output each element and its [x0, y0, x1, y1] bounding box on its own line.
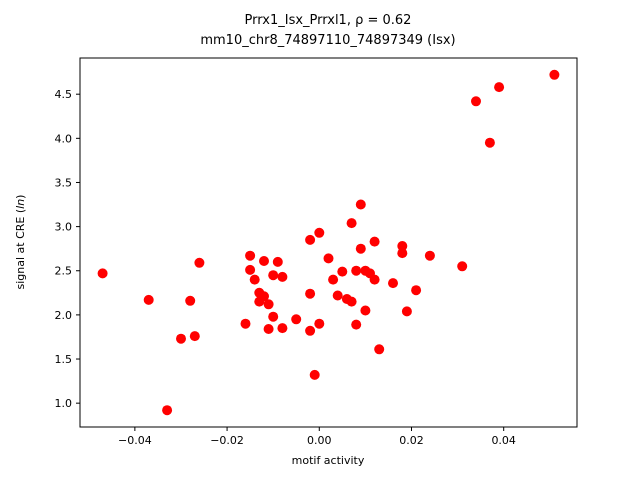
y-axis-label-italic: ln [14, 199, 27, 209]
data-point [360, 305, 371, 316]
y-axis-label-suffix: ) [14, 195, 27, 199]
chart-title-line2: mm10_chr8_74897110_74897349 (Isx) [200, 33, 455, 48]
data-point [346, 296, 357, 307]
data-point [355, 199, 366, 210]
data-point [484, 137, 495, 148]
data-point [369, 274, 380, 285]
data-point [337, 266, 348, 277]
y-tick-label: 4.0 [55, 132, 73, 145]
data-point [162, 405, 173, 416]
data-point [494, 82, 505, 93]
data-point [268, 311, 279, 322]
data-point [176, 333, 186, 344]
y-axis-label: signal at CRE (ln) [14, 195, 27, 290]
y-axis-label-prefix: signal at CRE ( [14, 209, 27, 290]
data-point [259, 256, 269, 266]
data-point [314, 227, 325, 238]
plot-border [79, 57, 578, 428]
data-point [249, 274, 260, 285]
data-point [457, 261, 468, 272]
data-point [355, 243, 366, 254]
data-point [291, 314, 302, 325]
x-axis-label: motif activity [292, 454, 365, 467]
data-point [259, 291, 269, 302]
data-point [351, 265, 362, 276]
data-point [189, 331, 200, 342]
data-point [263, 299, 274, 310]
plot-area: −0.04 −0.02 0.00 0.02 0.04 1.0 1.5 2.0 2.5 3.0 3.5… [55, 57, 578, 447]
data-point [397, 248, 408, 259]
data-point [351, 319, 362, 330]
data-point [268, 270, 279, 281]
y-tick-label: 1.0 [55, 397, 73, 410]
chart-title-line1: Prrx1_Isx_Prrxl1, ρ = 0.62 [245, 13, 412, 28]
x-tick-label: 0.04 [491, 434, 516, 447]
data-point [332, 290, 343, 301]
data-point [374, 344, 385, 355]
data-point [263, 324, 274, 334]
data-point [240, 318, 251, 329]
data-point [549, 69, 560, 80]
data-point [245, 264, 256, 275]
data-point [411, 285, 422, 296]
data-point [388, 278, 398, 289]
data-point [194, 257, 205, 268]
data-point [401, 306, 412, 317]
data-point [272, 256, 283, 267]
data-point [185, 295, 196, 306]
x-tick-label: 0.02 [399, 434, 424, 447]
data-point [346, 218, 357, 229]
data-point [314, 318, 325, 329]
data-point [143, 294, 154, 305]
data-point [323, 253, 334, 264]
data-point [328, 274, 339, 285]
data-point [397, 241, 408, 251]
y-tick-label: 4.5 [55, 88, 73, 101]
y-tick-label: 3.5 [55, 176, 73, 189]
y-tick-label: 2.0 [55, 309, 73, 322]
data-point [309, 369, 320, 380]
data-point [305, 288, 316, 299]
data-point [305, 234, 316, 245]
data-point [277, 323, 288, 334]
y-tick-label: 3.0 [55, 221, 73, 234]
y-tick-label: 1.5 [55, 353, 73, 366]
x-tick-label: 0.00 [307, 434, 332, 447]
data-point [277, 271, 288, 282]
data-point [97, 268, 108, 279]
data-point [424, 250, 435, 261]
data-point [305, 325, 316, 336]
data-point [471, 96, 481, 107]
x-tick-label: −0.02 [210, 434, 244, 447]
y-tick-label: 2.5 [55, 265, 73, 278]
data-point [369, 236, 380, 247]
x-tick-label: −0.04 [118, 434, 152, 447]
data-point [245, 250, 256, 261]
